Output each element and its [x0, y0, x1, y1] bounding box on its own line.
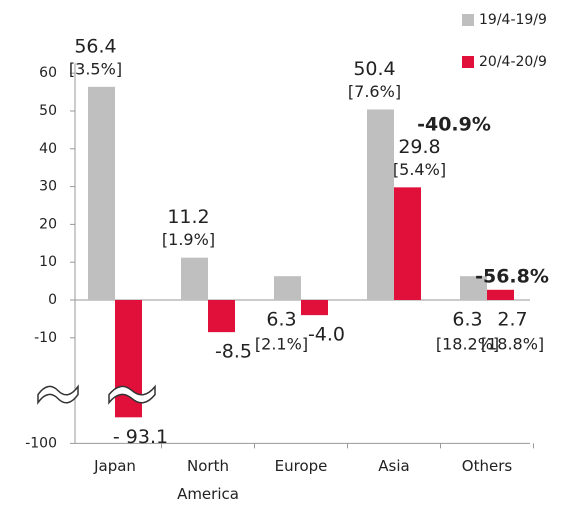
- x-tick-label: North America: [177, 457, 239, 503]
- legend-swatch: [462, 56, 474, 68]
- axis-break: [108, 384, 156, 405]
- bar: [88, 86, 115, 300]
- y-tick-label: -10: [34, 330, 57, 346]
- bar: [367, 109, 394, 300]
- bar: [301, 300, 328, 316]
- legend-label: 19/4-19/9: [479, 12, 547, 28]
- legend-label: 20/4-20/9: [479, 54, 547, 70]
- bar: [460, 276, 487, 300]
- bar: [181, 257, 208, 300]
- share-label: [7.6%]: [348, 82, 401, 101]
- x-tick-label: Others: [461, 457, 513, 475]
- y-tick-label: -100: [25, 435, 57, 451]
- bar: [208, 300, 235, 333]
- share-label: [3.5%]: [69, 59, 122, 78]
- legend-swatch: [462, 14, 474, 26]
- bar: [274, 276, 301, 300]
- share-label: [5.4%]: [393, 160, 446, 179]
- axis-break: [37, 384, 79, 405]
- value-label: 50.4: [353, 58, 395, 80]
- value-label: 2.7: [497, 309, 527, 331]
- share-label: [18.8%]: [481, 335, 544, 354]
- y-tick-label: 10: [39, 254, 57, 270]
- y-tick-label: 50: [39, 103, 57, 119]
- share-label: [1.9%]: [162, 230, 215, 249]
- x-tick-label: Asia: [378, 457, 410, 475]
- y-tick-label: 60: [39, 65, 57, 81]
- bar: [487, 289, 514, 300]
- bar: [394, 187, 421, 300]
- value-label: -4.0: [308, 324, 345, 346]
- y-tick-label: 0: [48, 292, 57, 308]
- value-label: 6.3: [452, 309, 482, 331]
- value-label: 11.2: [167, 206, 209, 228]
- y-tick-label: 30: [39, 179, 57, 195]
- value-label: -8.5: [215, 341, 252, 363]
- value-label: - 93.1: [113, 426, 168, 448]
- annotation: -56.8%: [475, 266, 549, 288]
- y-tick-label: 20: [39, 216, 57, 232]
- value-label: 29.8: [398, 136, 440, 158]
- y-tick-label: 40: [39, 141, 57, 157]
- x-tick-label: Japan: [94, 457, 136, 475]
- annotation: -40.9%: [417, 114, 491, 136]
- share-label: [18.2%]: [436, 335, 499, 354]
- x-tick-label: Europe: [274, 457, 328, 475]
- share-label: [2.1%]: [255, 335, 308, 354]
- value-label: 6.3: [266, 309, 296, 331]
- value-label: 56.4: [74, 35, 116, 57]
